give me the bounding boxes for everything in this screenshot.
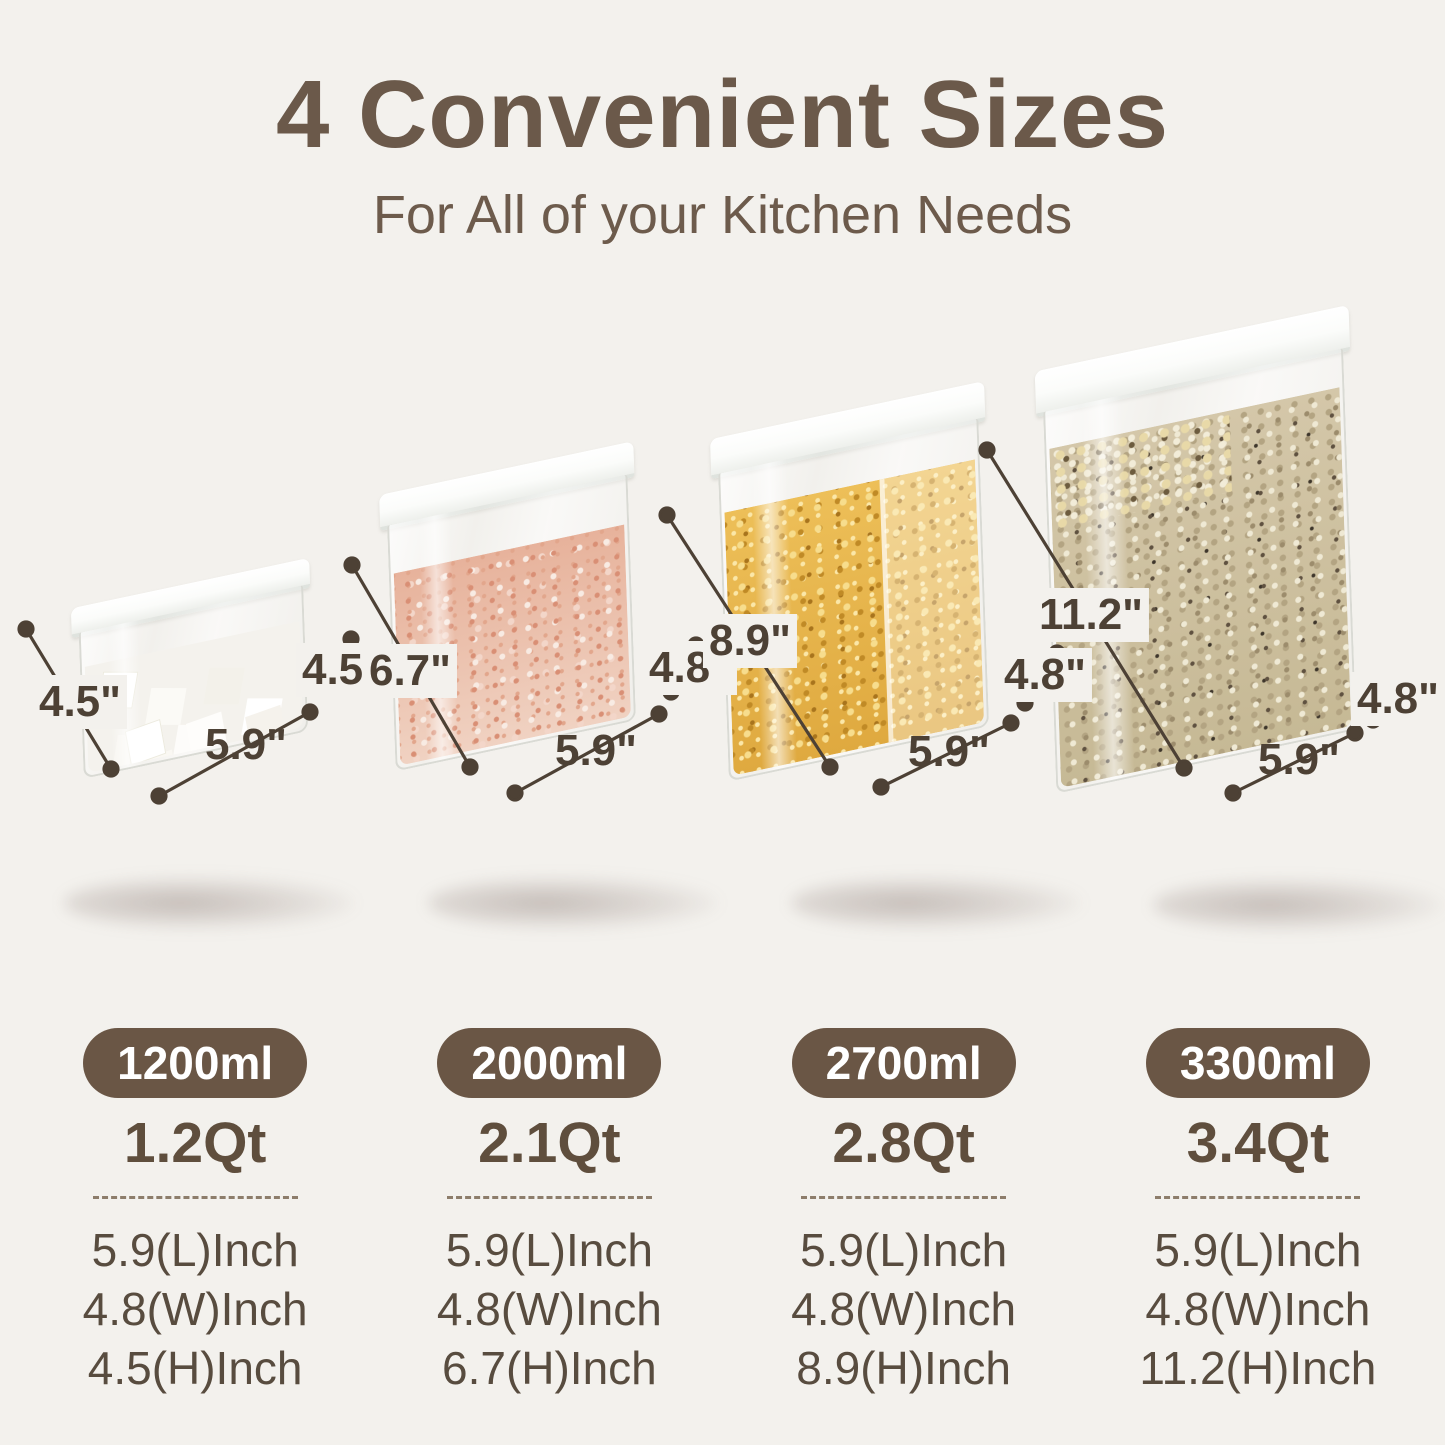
muesli-container-photo: [1034, 304, 1357, 794]
volume-badge: 3300ml: [1145, 1028, 1370, 1098]
length-dim-label: 5.9": [907, 727, 991, 776]
volume-badge: 2700ml: [791, 1028, 1016, 1098]
volume-quarts: 1.2Qt: [123, 1111, 267, 1175]
height-spec: 8.9(H)Inch: [796, 1341, 1011, 1394]
width-dim-label: 4.8": [1350, 672, 1445, 726]
dashed-divider: [446, 1196, 652, 1199]
height-dim-label: 11.2": [1032, 588, 1150, 642]
pink-salt-container-photo: [379, 441, 637, 772]
dashed-divider: [801, 1196, 1007, 1199]
granola-layer: [1049, 410, 1233, 531]
header: 4 Convenient Sizes For All of your Kitch…: [0, 60, 1445, 246]
length-dim-label: 5.9": [554, 726, 638, 775]
spec-column-2700ml: 2700ml 2.8Qt 5.9(L)Inch 4.8(W)Inch 8.9(H…: [727, 1028, 1081, 1398]
length-spec: 5.9(L)Inch: [1154, 1224, 1362, 1276]
width-spec: 4.8(W)Inch: [82, 1282, 308, 1335]
page-title: 4 Convenient Sizes: [276, 61, 1169, 168]
container-body: [1043, 348, 1357, 794]
sugar-cube: [124, 718, 167, 766]
length-spec: 5.9(L)Inch: [800, 1224, 1008, 1276]
height-spec: 6.7(H)Inch: [442, 1341, 657, 1394]
pasta-container-photo: [709, 380, 990, 782]
dashed-divider: [92, 1196, 298, 1199]
volume-quarts: 2.8Qt: [832, 1111, 975, 1175]
volume-quarts: 2.1Qt: [478, 1111, 621, 1175]
volume-badge: 2000ml: [437, 1028, 662, 1098]
dashed-divider: [1155, 1196, 1361, 1199]
width-spec: 4.8(W)Inch: [1145, 1282, 1371, 1335]
size-spec-table: 1200ml 1.2Qt 5.9(L)Inch 4.8(W)Inch 4.5(H…: [18, 1028, 1435, 1398]
page-subtitle: For All of your Kitchen Needs: [372, 185, 1073, 245]
height-dim-label: 8.9": [702, 614, 798, 668]
spec-column-1200ml: 1200ml 1.2Qt 5.9(L)Inch 4.8(W)Inch 4.5(H…: [18, 1028, 372, 1398]
height-spec: 11.2(H)Inch: [1139, 1341, 1377, 1394]
volume-quarts: 3.4Qt: [1186, 1111, 1330, 1175]
width-spec: 4.8(W)Inch: [436, 1282, 662, 1335]
height-dim-label: 6.7": [362, 644, 458, 698]
container-shadow: [428, 876, 720, 930]
length-dim-label: 5.9": [204, 720, 288, 769]
container-shadow: [64, 876, 356, 930]
length-spec: 5.9(L)Inch: [445, 1224, 653, 1276]
width-spec: 4.8(W)Inch: [791, 1282, 1017, 1335]
spec-column-3300ml: 3300ml 3.4Qt 5.9(L)Inch 4.8(W)Inch 11.2(…: [1081, 1028, 1435, 1398]
spec-column-2000ml: 2000ml 2.1Qt 5.9(L)Inch 4.8(W)Inch 6.7(H…: [372, 1028, 726, 1398]
length-dim-label: 5.9": [1257, 735, 1341, 784]
width-dim-label: 4.8": [997, 648, 1093, 702]
height-spec: 4.5(H)Inch: [87, 1341, 303, 1394]
volume-badge: 1200ml: [83, 1028, 308, 1098]
container-shadow: [791, 876, 1083, 930]
height-dim-label: 4.5": [32, 675, 128, 729]
length-spec: 5.9(L)Inch: [91, 1224, 299, 1276]
container-shadow: [1153, 878, 1445, 932]
pasta-back-compartment: [884, 459, 984, 742]
